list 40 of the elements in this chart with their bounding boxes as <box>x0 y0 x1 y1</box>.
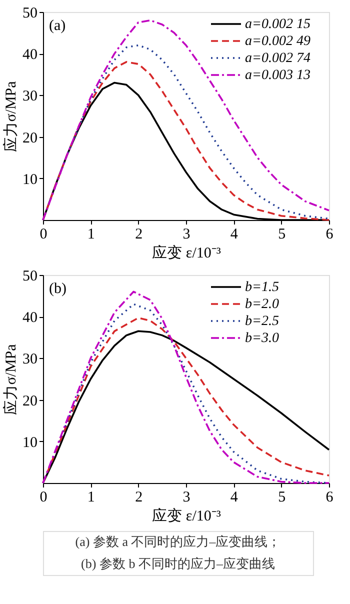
y-axis-title: 应力σ/MPa <box>2 80 20 152</box>
y-tick-label: 20 <box>22 130 38 146</box>
y-tick-label: 50 <box>22 268 38 284</box>
x-tick-label: 5 <box>278 226 286 242</box>
legend-label: b=2.5 <box>245 314 279 329</box>
x-axis-title: 应变 ε/10⁻³ <box>152 508 222 524</box>
legend-label: b=3.0 <box>245 331 279 346</box>
legend-label: a=0.002 49 <box>245 34 310 49</box>
y-tick-label: 30 <box>22 88 38 105</box>
y-tick-label: 30 <box>22 352 38 368</box>
y-tick-label: 40 <box>22 310 38 326</box>
legend-label: a=0.002 74 <box>245 51 310 66</box>
x-tick-label: 3 <box>182 490 190 506</box>
legend-label: b=2.0 <box>245 297 279 312</box>
y-axis-title: 应力σ/MPa <box>2 344 20 415</box>
x-tick-label: 5 <box>278 490 286 506</box>
x-tick-label: 0 <box>40 226 48 242</box>
x-tick-label: 3 <box>182 226 190 242</box>
y-tick-label: 10 <box>22 172 38 188</box>
x-tick-label: 4 <box>230 226 238 242</box>
x-tick-label: 6 <box>326 490 334 506</box>
y-tick-label: 40 <box>22 47 38 64</box>
x-tick-label: 1 <box>87 490 95 506</box>
x-tick-label: 2 <box>135 226 143 242</box>
legend-label: b=1.5 <box>245 280 279 295</box>
text: (b) 参数 b 不同时的应力–应变曲线 <box>81 556 275 571</box>
legend-label: a=0.002 15 <box>245 17 310 32</box>
legend-label: a=0.003 13 <box>245 68 310 83</box>
y-tick-label: 20 <box>22 393 38 410</box>
y-tick-label: 50 <box>22 6 38 22</box>
x-tick-label: 4 <box>230 490 238 506</box>
x-axis-title: 应变 ε/10⁻³ <box>152 244 222 262</box>
text: (a) 参数 a 不同时的应力–应变曲线； <box>75 534 281 549</box>
x-tick-label: 0 <box>40 490 48 506</box>
x-tick-label: 1 <box>87 226 95 242</box>
y-tick-label: 10 <box>22 434 38 451</box>
x-tick-label: 2 <box>135 490 143 506</box>
x-tick-label: 6 <box>326 226 334 242</box>
annotation: (a) <box>49 18 66 34</box>
annotation: (b) <box>49 281 66 297</box>
